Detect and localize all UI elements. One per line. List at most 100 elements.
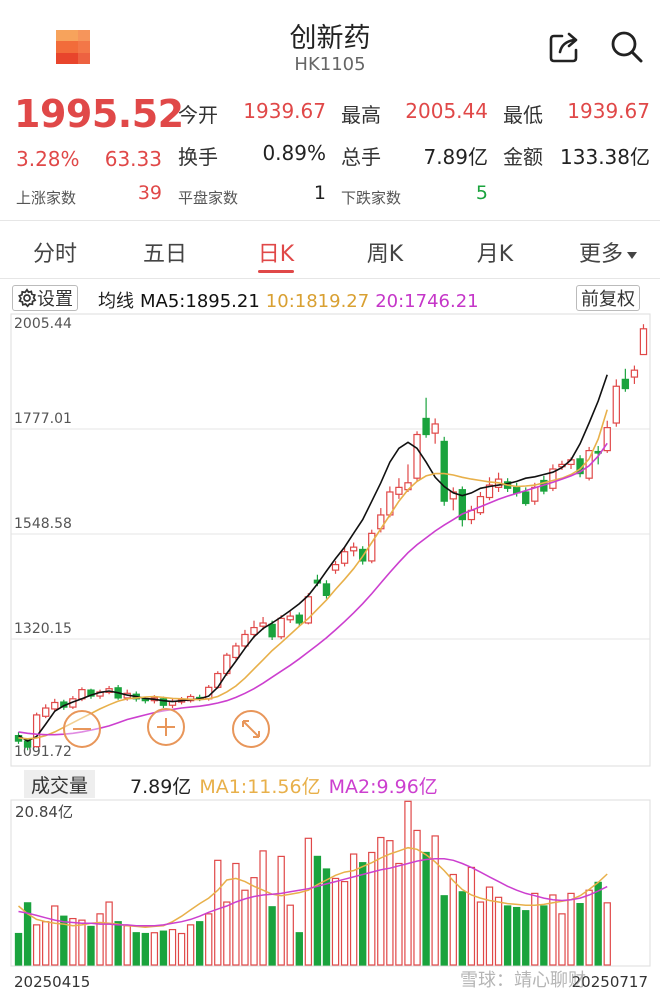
volume-bar-down (576, 903, 584, 966)
volume-bar-up (214, 859, 222, 966)
index-code: HK1105 (294, 54, 366, 75)
up-count-value: 39 (137, 182, 162, 204)
candle-up (286, 615, 294, 621)
tab-intraday[interactable]: 分时 (32, 242, 77, 267)
candle-down (268, 623, 276, 638)
volume-bar-up (304, 837, 313, 966)
volume-bar-down (159, 930, 168, 966)
volume-bar-up (123, 925, 131, 966)
tab-monthly-k[interactable]: 月K (476, 242, 514, 267)
zoom-out-icon[interactable] (63, 710, 101, 748)
volume-bar-up (467, 866, 476, 966)
volume-bar-down (313, 855, 322, 966)
candle-down (422, 417, 430, 436)
change-percent: 3.28% (16, 147, 80, 171)
candle-down (295, 614, 303, 624)
volume-bar-down (268, 906, 276, 966)
candle-up (413, 433, 421, 479)
volume-value: 7.89亿 (423, 145, 488, 169)
volume-bar-up (205, 913, 213, 966)
volume-bar-up (177, 932, 186, 966)
volume-bar-up (150, 932, 159, 966)
ma-line-ma5 (18, 374, 608, 743)
volume-bar-down (195, 921, 204, 966)
x-axis-end-date: 20250717 (572, 973, 648, 991)
volume-bar-up (449, 873, 457, 966)
tab-more[interactable]: 更多 (568, 236, 648, 268)
price-adjust-button[interactable]: 前复权 (576, 285, 640, 311)
low-label: 最低 (503, 103, 543, 127)
candle-up (531, 486, 539, 502)
candle-up (585, 450, 593, 479)
candle-up (241, 633, 249, 647)
volume-ma1: MA1:11.56亿 (199, 776, 321, 798)
zoom-in-icon[interactable] (147, 708, 185, 746)
candle-down (87, 689, 95, 697)
share-icon[interactable] (548, 30, 582, 64)
index-logo-icon (56, 30, 90, 64)
settings-label: 设置 (37, 289, 73, 310)
volume-bar-up (549, 894, 557, 966)
tab-weekly-k[interactable]: 周K (366, 242, 404, 267)
down-count-value: 5 (475, 182, 488, 204)
watermark: 雪球：靖心聊财 (460, 970, 586, 991)
volume-bar-up (51, 905, 59, 966)
flat-count-value: 1 (313, 182, 326, 204)
fullscreen-icon[interactable] (232, 710, 270, 748)
candle-up (32, 714, 41, 748)
tab-more-label: 更多 (578, 242, 623, 267)
candle-up (431, 423, 439, 434)
volume-bar-up (105, 901, 113, 966)
volume-chart[interactable]: 20.84亿 20250415 20250717 (0, 799, 660, 995)
divider (0, 220, 660, 221)
candlestick-chart[interactable]: 2005.44 1777.01 1548.58 1320.15 1091.72 (0, 312, 660, 772)
volume-bar-down (503, 905, 512, 966)
search-icon[interactable] (608, 28, 644, 64)
volume-bar-up (277, 855, 285, 966)
page-title: 创新药 (289, 23, 371, 54)
volume-bar-up (494, 896, 503, 966)
volume-bar-down (359, 862, 367, 966)
active-tab-indicator (258, 270, 294, 273)
tab-daily-k[interactable]: 日K (257, 242, 295, 267)
chevron-down-icon (627, 251, 637, 259)
high-label: 最高 (341, 103, 381, 127)
candle-up (349, 546, 358, 552)
volume-bar-up (413, 829, 421, 966)
up-count-label: 上涨家数 (16, 189, 77, 207)
volume-bar-up (377, 836, 385, 966)
volume-bar-down (23, 902, 32, 966)
volume-bar-up (186, 924, 195, 966)
turnover-value: 0.89% (262, 141, 326, 165)
chart-settings-button[interactable]: 设置 (12, 285, 78, 311)
candle-up (232, 645, 240, 659)
candle-down (458, 489, 467, 521)
volume-bar-up (42, 921, 50, 966)
volume-bar-up (340, 880, 349, 966)
y-axis-label: 2005.44 (14, 316, 72, 332)
volume-bar-up (368, 851, 376, 966)
y-axis-label: 1777.01 (14, 411, 72, 427)
volume-bar-up (558, 913, 566, 966)
candle-down (23, 740, 32, 748)
open-value: 1939.67 (243, 99, 326, 123)
volume-indicator-button[interactable]: 成交量 (24, 770, 96, 798)
tab-five-day[interactable]: 五日 (142, 242, 187, 267)
volume-bar-up (232, 862, 240, 966)
volume-bar-down (422, 851, 430, 966)
y-axis-label: 1548.58 (14, 516, 72, 532)
volume-bar-down (132, 932, 140, 966)
volume-bar-down (141, 932, 150, 966)
volume-bar-down (60, 915, 68, 966)
candle-down (322, 583, 331, 597)
y-axis-label: 1320.15 (14, 621, 72, 637)
volume-bar-up (404, 800, 412, 966)
candle-up (331, 564, 340, 571)
volume-current: 7.89亿 (130, 776, 192, 798)
volume-bar-up (96, 913, 104, 966)
volume-bar-up (567, 892, 575, 966)
y-axis-label: 1091.72 (14, 744, 72, 760)
flat-count-label: 平盘家数 (178, 189, 239, 207)
volume-max-label: 20.84亿 (15, 803, 73, 821)
candle-up (277, 617, 285, 638)
